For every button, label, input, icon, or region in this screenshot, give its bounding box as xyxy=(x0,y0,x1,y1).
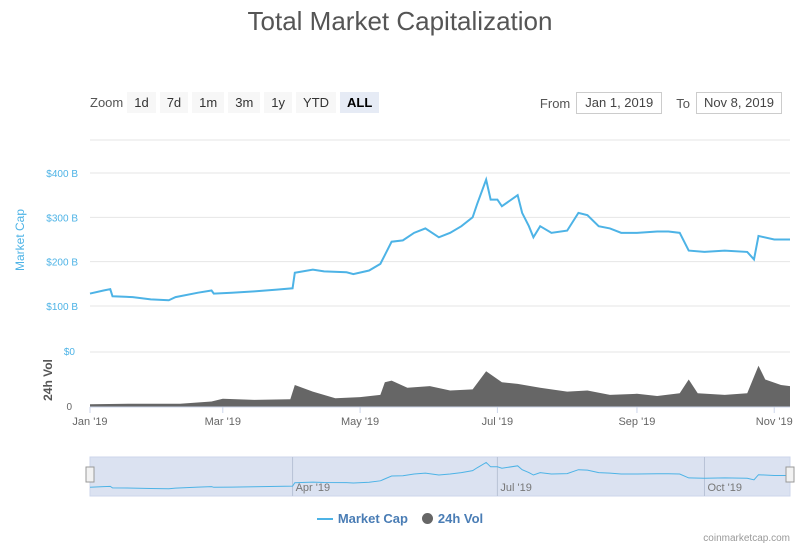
x-tick-label: Jul '19 xyxy=(482,416,513,428)
zoom-3m-button[interactable]: 3m xyxy=(228,92,261,113)
navigator-tick-label: Apr '19 xyxy=(296,482,331,494)
line-marker-icon xyxy=(316,517,333,520)
y-tick-label: $400 B xyxy=(46,169,78,180)
y-tick-label: $200 B xyxy=(46,258,78,269)
navigator-tick-label: Jul '19 xyxy=(500,482,531,494)
circle-marker-icon xyxy=(421,513,433,524)
zoom-1m-button[interactable]: 1m xyxy=(192,92,225,113)
legend-item-market-cap[interactable]: Market Cap xyxy=(316,511,408,526)
y-tick-label: $100 B xyxy=(46,302,78,313)
to-date-input[interactable]: Nov 8, 2019 xyxy=(696,92,782,114)
to-label: To xyxy=(676,95,690,111)
zoom-all-button[interactable]: ALL xyxy=(340,92,380,113)
legend-item-volume[interactable]: 24h Vol xyxy=(421,511,484,526)
navigator-window xyxy=(89,456,791,497)
y-tick-label: 0 xyxy=(66,402,72,413)
date-range: From Jan 1, 2019 To Nov 8, 2019 xyxy=(540,92,790,114)
zoom-1d-button[interactable]: 1d xyxy=(127,92,156,113)
navigator-left-handle[interactable] xyxy=(85,466,95,483)
zoom-selector: Zoom 1d 7d 1m 3m 1y YTD ALL xyxy=(90,92,380,113)
from-date-input[interactable]: Jan 1, 2019 xyxy=(576,92,663,114)
market-cap-line xyxy=(89,176,790,302)
zoom-7d-button[interactable]: 7d xyxy=(159,92,189,113)
x-tick-label: Sep '19 xyxy=(618,416,655,428)
y-tick-label: $300 B xyxy=(46,213,78,224)
navigator-right-handle[interactable] xyxy=(785,466,795,483)
navigator-line xyxy=(89,461,790,490)
volume-area xyxy=(90,365,790,407)
zoom-1y-button[interactable]: 1y xyxy=(264,92,293,113)
credit-link[interactable]: coinmarketcap.com xyxy=(703,533,790,544)
from-label: From xyxy=(539,95,571,111)
x-tick-label: May '19 xyxy=(341,416,379,428)
chart-title: Total Market Capitalization xyxy=(247,6,553,36)
legend-label: 24h Vol xyxy=(437,511,484,526)
navigator-tick-label: Oct '19 xyxy=(707,482,742,494)
y-axis-label: 24h Vol xyxy=(41,359,55,401)
x-tick-label: Jan '19 xyxy=(72,416,107,428)
x-tick-label: Mar '19 xyxy=(205,416,241,428)
y-tick-label: $0 xyxy=(64,347,76,358)
zoom-label: Zoom xyxy=(90,95,124,110)
legend: Market Cap 24h Vol xyxy=(0,511,800,526)
x-tick-label: Nov '19 xyxy=(756,416,793,428)
zoom-ytd-button[interactable]: YTD xyxy=(296,92,337,113)
y-axis-label: Market Cap xyxy=(13,209,27,271)
legend-label: Market Cap xyxy=(337,511,408,526)
